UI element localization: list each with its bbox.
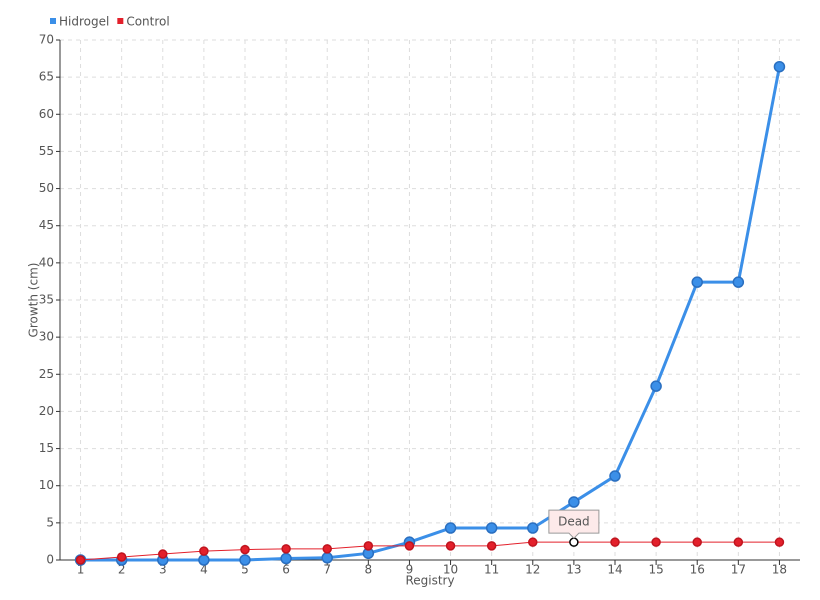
legend-swatch bbox=[117, 18, 124, 24]
x-tick-label: 5 bbox=[241, 563, 249, 577]
data-point bbox=[198, 554, 210, 566]
x-tick-label: 7 bbox=[323, 563, 331, 577]
data-point bbox=[527, 522, 539, 534]
data-point bbox=[199, 546, 209, 556]
data-point bbox=[610, 537, 620, 547]
y-tick-label: 50 bbox=[39, 181, 54, 195]
data-point bbox=[486, 541, 497, 551]
x-tick-label: 16 bbox=[690, 563, 705, 577]
x-tick-label: 6 bbox=[282, 563, 290, 577]
data-point bbox=[281, 544, 291, 554]
data-point bbox=[239, 554, 251, 566]
data-point bbox=[363, 541, 374, 551]
series-line bbox=[80, 66, 781, 562]
x-tick-label: 11 bbox=[484, 563, 499, 577]
y-tick-label: 45 bbox=[39, 218, 54, 232]
y-tick-label: 60 bbox=[39, 107, 54, 121]
x-tick-label: 12 bbox=[525, 563, 540, 577]
x-tick-label: 4 bbox=[200, 563, 208, 577]
data-point bbox=[445, 541, 456, 551]
y-tick-label: 65 bbox=[39, 70, 54, 84]
x-tick-label: 13 bbox=[566, 563, 581, 577]
annotation-text: Dead bbox=[558, 515, 590, 529]
series-line bbox=[80, 541, 780, 561]
data-point bbox=[322, 544, 332, 554]
y-tick-label: 15 bbox=[39, 441, 54, 455]
x-axis-label: Registry bbox=[405, 574, 454, 588]
legend-swatch bbox=[50, 18, 56, 24]
data-point bbox=[116, 552, 127, 562]
legend-label: Hidrogel bbox=[59, 15, 109, 29]
y-tick-label: 55 bbox=[39, 144, 54, 158]
x-tick-label: 9 bbox=[406, 563, 414, 577]
x-tick-label: 15 bbox=[648, 563, 663, 577]
data-point bbox=[568, 496, 580, 508]
data-point bbox=[651, 537, 661, 547]
legend-label: Control bbox=[126, 15, 169, 29]
data-point bbox=[650, 380, 662, 392]
x-tick-label: 1 bbox=[77, 563, 85, 577]
x-tick-label: 14 bbox=[607, 563, 622, 577]
data-point bbox=[733, 537, 744, 547]
x-tick-label: 3 bbox=[159, 563, 167, 577]
y-tick-label: 40 bbox=[39, 255, 54, 269]
y-tick-label: 5 bbox=[46, 515, 54, 529]
y-tick-label: 20 bbox=[39, 404, 54, 418]
data-point bbox=[773, 60, 786, 73]
x-tick-label: 10 bbox=[443, 563, 458, 577]
y-tick-label: 35 bbox=[39, 293, 54, 307]
data-point bbox=[321, 552, 333, 564]
annotation: Dead bbox=[548, 509, 600, 539]
data-point bbox=[528, 537, 538, 547]
y-tick-label: 10 bbox=[39, 478, 54, 492]
data-point bbox=[569, 537, 579, 547]
y-tick-label: 70 bbox=[39, 33, 54, 47]
data-point bbox=[280, 552, 292, 565]
x-tick-label: 2 bbox=[118, 563, 126, 577]
data-point bbox=[404, 541, 415, 551]
x-tick-label: 8 bbox=[365, 563, 373, 577]
data-point bbox=[732, 276, 745, 288]
data-point bbox=[158, 549, 168, 559]
data-point bbox=[692, 537, 702, 547]
data-point bbox=[240, 544, 250, 555]
data-point bbox=[691, 276, 703, 288]
data-point bbox=[75, 555, 86, 565]
y-axis-label: Growth (cm) bbox=[27, 263, 41, 338]
y-tick-label: 0 bbox=[46, 553, 54, 567]
annotation-box bbox=[548, 509, 600, 539]
y-tick-label: 30 bbox=[39, 330, 54, 344]
x-tick-label: 18 bbox=[772, 563, 787, 577]
x-tick-label: 17 bbox=[731, 563, 746, 577]
data-point bbox=[609, 470, 621, 482]
data-point bbox=[444, 522, 457, 534]
data-point bbox=[774, 537, 785, 547]
y-tick-label: 25 bbox=[39, 367, 54, 381]
data-point bbox=[485, 522, 498, 534]
